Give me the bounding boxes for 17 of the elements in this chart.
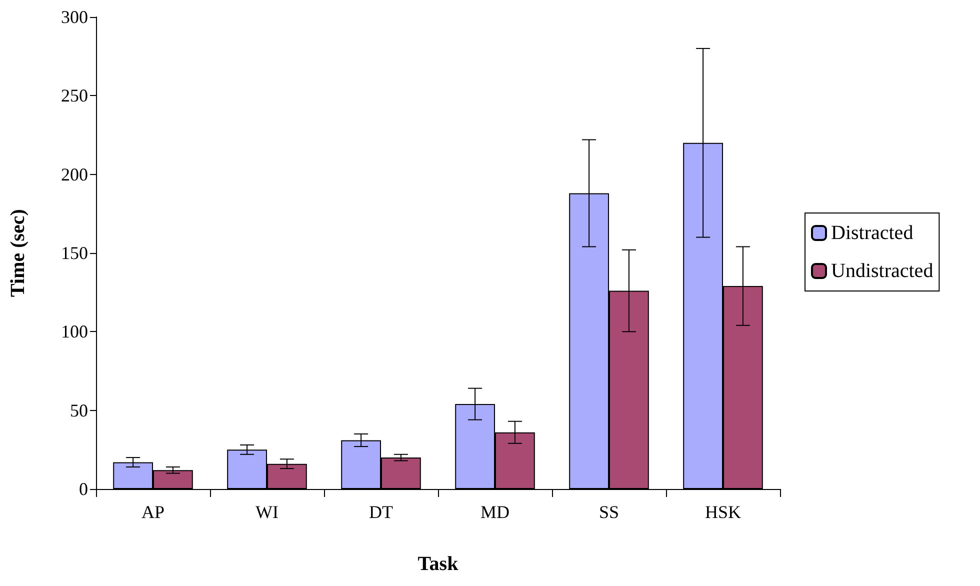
x-tick-label: DT (369, 502, 393, 522)
y-tick-label: 50 (70, 400, 88, 420)
x-tick-label: MD (480, 502, 510, 522)
x-tick-label: AP (141, 502, 165, 522)
y-tick-label: 250 (61, 86, 88, 106)
x-axis-title: Task (418, 553, 460, 575)
x-tick-label: SS (598, 502, 620, 522)
y-tick-label: 100 (61, 322, 88, 342)
x-tick-label: HSK (704, 502, 742, 522)
legend-label: Undistracted (831, 260, 934, 282)
y-axis-title: Time (sec) (7, 209, 29, 297)
legend-label: Distracted (831, 222, 914, 244)
y-tick-label: 150 (61, 243, 88, 263)
x-tick-label: WI (256, 502, 278, 522)
y-tick-label: 0 (79, 479, 88, 499)
y-tick-label: 200 (61, 164, 88, 184)
y-tick-label: 300 (61, 7, 88, 27)
